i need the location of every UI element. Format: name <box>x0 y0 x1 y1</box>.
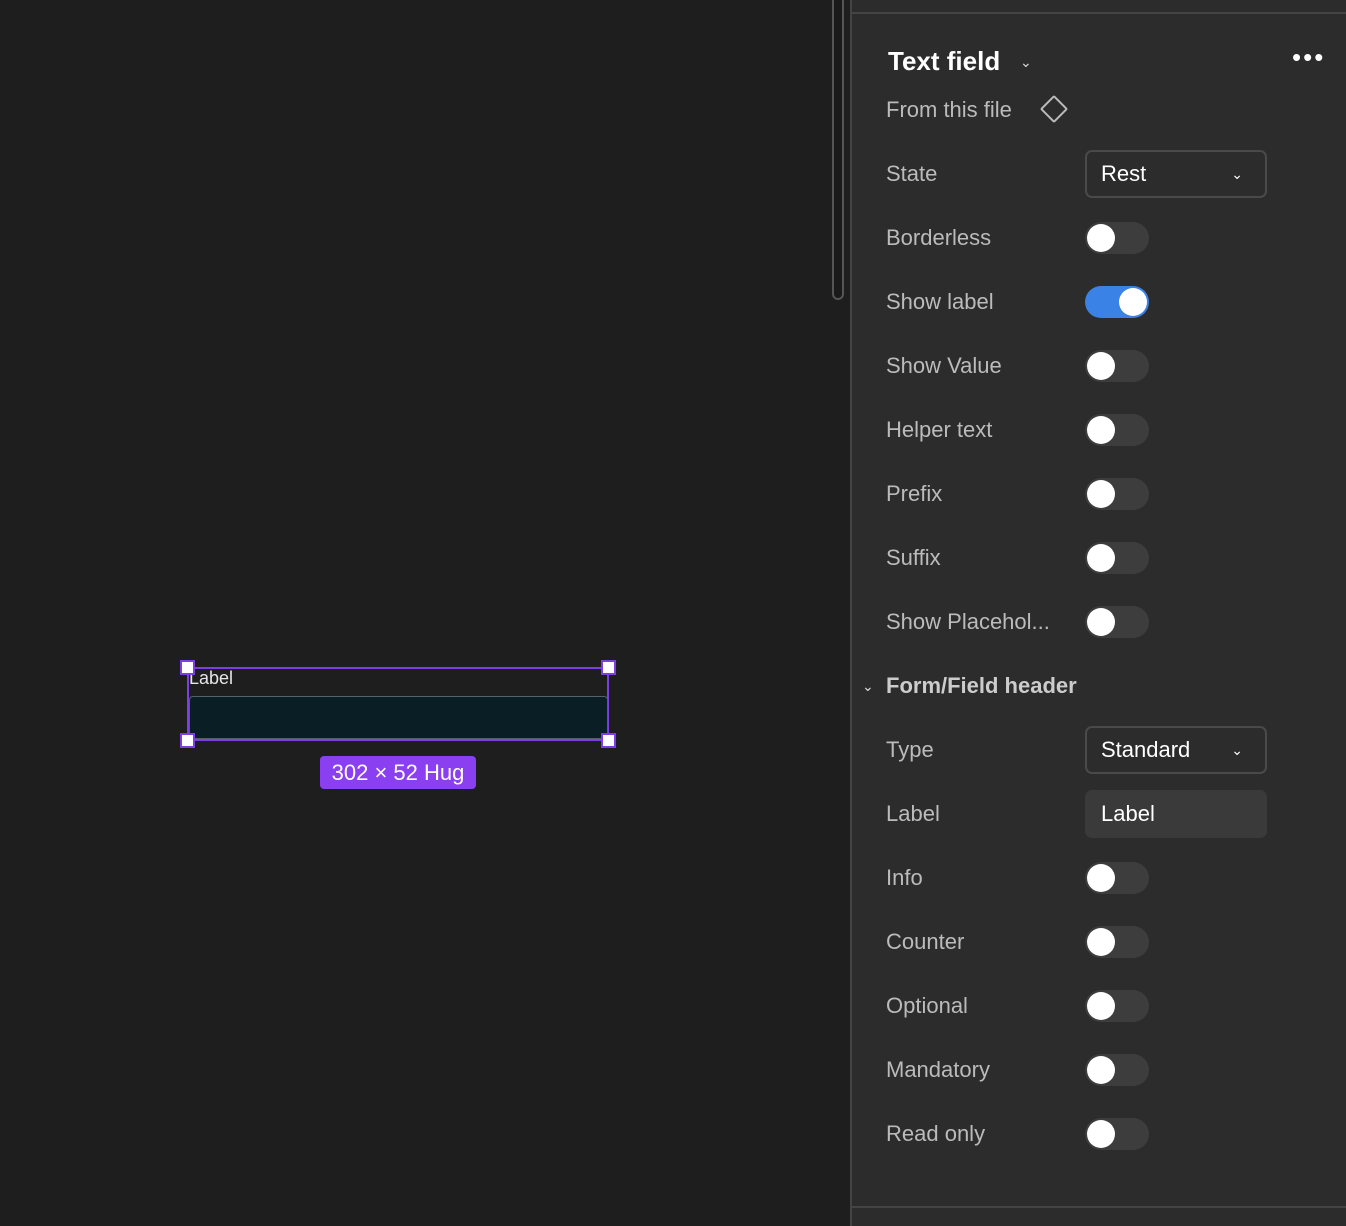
optional-label: Optional <box>886 993 968 1018</box>
suffix-toggle[interactable] <box>1085 542 1149 574</box>
optional-toggle[interactable] <box>1085 990 1149 1022</box>
read-only-toggle[interactable] <box>1085 1118 1149 1150</box>
section-collapse-icon[interactable]: ⌄ <box>862 678 874 694</box>
suffix-label: Suffix <box>886 545 941 570</box>
mandatory-toggle[interactable] <box>1085 1054 1149 1086</box>
resize-handle-bl[interactable] <box>180 733 195 748</box>
text-field-input[interactable] <box>189 696 608 739</box>
helper-text-toggle[interactable] <box>1085 414 1149 446</box>
chevron-down-icon: ⌄ <box>1231 742 1243 758</box>
show-label-toggle[interactable] <box>1085 286 1149 318</box>
show-label-label: Show label <box>886 289 994 314</box>
chevron-down-icon: ⌄ <box>1231 166 1243 182</box>
divider <box>852 12 1346 14</box>
chevron-down-icon[interactable]: ⌄ <box>1020 54 1032 70</box>
borderless-toggle[interactable] <box>1085 222 1149 254</box>
type-value: Standard <box>1101 737 1191 762</box>
show-placehol-toggle[interactable] <box>1085 606 1149 638</box>
selection-frame[interactable] <box>187 667 609 741</box>
counter-toggle[interactable] <box>1085 926 1149 958</box>
more-icon[interactable]: ••• <box>1292 42 1326 72</box>
show-value-toggle[interactable] <box>1085 350 1149 382</box>
resize-handle-tl[interactable] <box>180 660 195 675</box>
canvas[interactable]: Label 302 × 52 Hug <box>0 0 850 1226</box>
borderless-label: Borderless <box>886 225 992 250</box>
text-field-label: Label <box>189 668 234 688</box>
mandatory-label: Mandatory <box>886 1057 990 1082</box>
source-label: From this file <box>886 97 1012 122</box>
read-only-label: Read only <box>886 1121 986 1146</box>
info-toggle[interactable] <box>1085 862 1149 894</box>
section-title[interactable]: Form/Field header <box>886 673 1077 698</box>
type-dropdown[interactable]: Standard ⌄ <box>1085 726 1267 774</box>
divider <box>852 1206 1346 1208</box>
properties-panel: Text field ⌄ ••• From this file State Re… <box>850 0 1346 1226</box>
show-placehol-label: Show Placehol... <box>886 609 1050 634</box>
prefix-toggle[interactable] <box>1085 478 1149 510</box>
counter-label: Counter <box>886 929 965 954</box>
vertical-scrollbar[interactable] <box>832 0 844 300</box>
component-title[interactable]: Text field <box>888 46 1001 76</box>
helper-text-label: Helper text <box>886 417 993 442</box>
label-field-label: Label <box>886 801 940 826</box>
type-label: Type <box>886 737 934 762</box>
state-dropdown[interactable]: Rest ⌄ <box>1085 150 1267 198</box>
component-diamond-icon[interactable] <box>1039 94 1069 124</box>
state-label: State <box>886 161 938 186</box>
resize-handle-tr[interactable] <box>601 660 616 675</box>
size-badge: 302 × 52 Hug <box>320 756 476 789</box>
show-value-label: Show Value <box>886 353 1002 378</box>
info-label: Info <box>886 865 923 890</box>
label-input[interactable]: Label <box>1085 790 1267 838</box>
state-value: Rest <box>1101 161 1147 186</box>
resize-handle-br[interactable] <box>601 733 616 748</box>
prefix-label: Prefix <box>886 481 943 506</box>
